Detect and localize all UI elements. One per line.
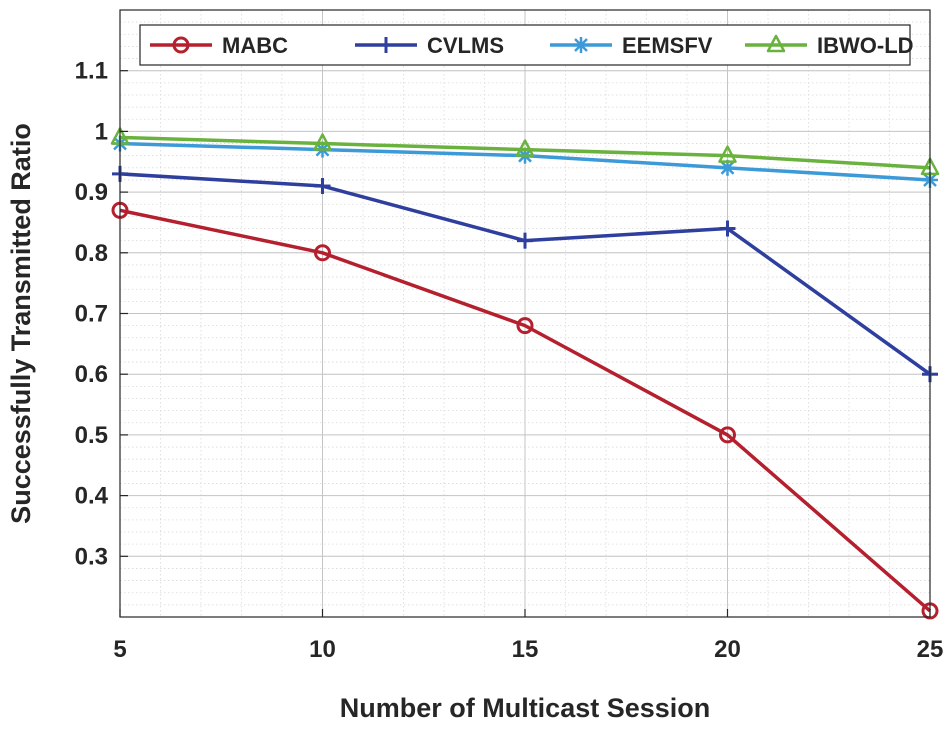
data-point-mabc: [719, 426, 736, 444]
y-tick-label: 0.3: [75, 543, 108, 570]
y-axis-title: Successfully Transmitted Ratio: [6, 123, 36, 524]
legend-entry-ibwo-ld: IBWO-LD: [745, 33, 914, 58]
series-group: [110, 127, 940, 620]
data-point-mabc: [314, 244, 331, 262]
legend-label: EEMSFV: [622, 33, 713, 58]
legend-entry-eemsfv: EEMSFV: [550, 33, 713, 58]
x-tick-label: 25: [917, 636, 944, 663]
x-tick-label: 20: [714, 636, 741, 663]
y-tick-label: 0.4: [75, 483, 109, 510]
legend: MABC CVLMS EEMSFV IBWO-LD: [139, 24, 914, 66]
data-point-ibwo-ld: [515, 139, 535, 157]
y-tick-label: 1: [95, 118, 108, 145]
y-tick-label: 1.1: [75, 58, 108, 85]
grid: [119, 9, 931, 618]
x-tick-label: 10: [309, 636, 336, 663]
data-point-mabc: [516, 317, 534, 335]
y-tick-label: 0.6: [75, 361, 108, 388]
y-tick-label: 0.8: [75, 240, 108, 267]
y-tick-label: 0.5: [75, 422, 108, 449]
data-point-cvlms: [517, 232, 533, 249]
legend-marker: [172, 36, 190, 54]
legend-marker: [573, 37, 589, 53]
data-point-cvlms: [314, 178, 331, 195]
legend-label: IBWO-LD: [817, 33, 914, 58]
legend-label: CVLMS: [427, 33, 504, 58]
data-point-cvlms: [719, 220, 736, 237]
data-point-ibwo-ld: [313, 133, 332, 151]
y-tick-label: 0.9: [75, 179, 108, 206]
legend-label: MABC: [222, 33, 288, 58]
x-tick-label: 5: [113, 636, 126, 663]
series-ibwo-ld: [110, 127, 940, 176]
legend-entry-mabc: MABC: [150, 33, 288, 58]
series-line-mabc: [119, 208, 932, 613]
y-tick-label: 0.7: [75, 301, 108, 328]
x-tick-label: 15: [512, 636, 539, 663]
x-axis-title: Number of Multicast Session: [340, 693, 711, 723]
legend-marker: [766, 34, 786, 53]
data-point-ibwo-ld: [718, 145, 737, 163]
series-line-ibwo-ld: [119, 135, 931, 170]
tick-labels: 5 10 15 20 25 0.3 0.4 0.5 0.6 0.7 0.8 0.9 1 1.1: [75, 58, 944, 663]
legend-entry-cvlms: CVLMS: [355, 33, 504, 58]
legend-marker: [378, 37, 394, 53]
